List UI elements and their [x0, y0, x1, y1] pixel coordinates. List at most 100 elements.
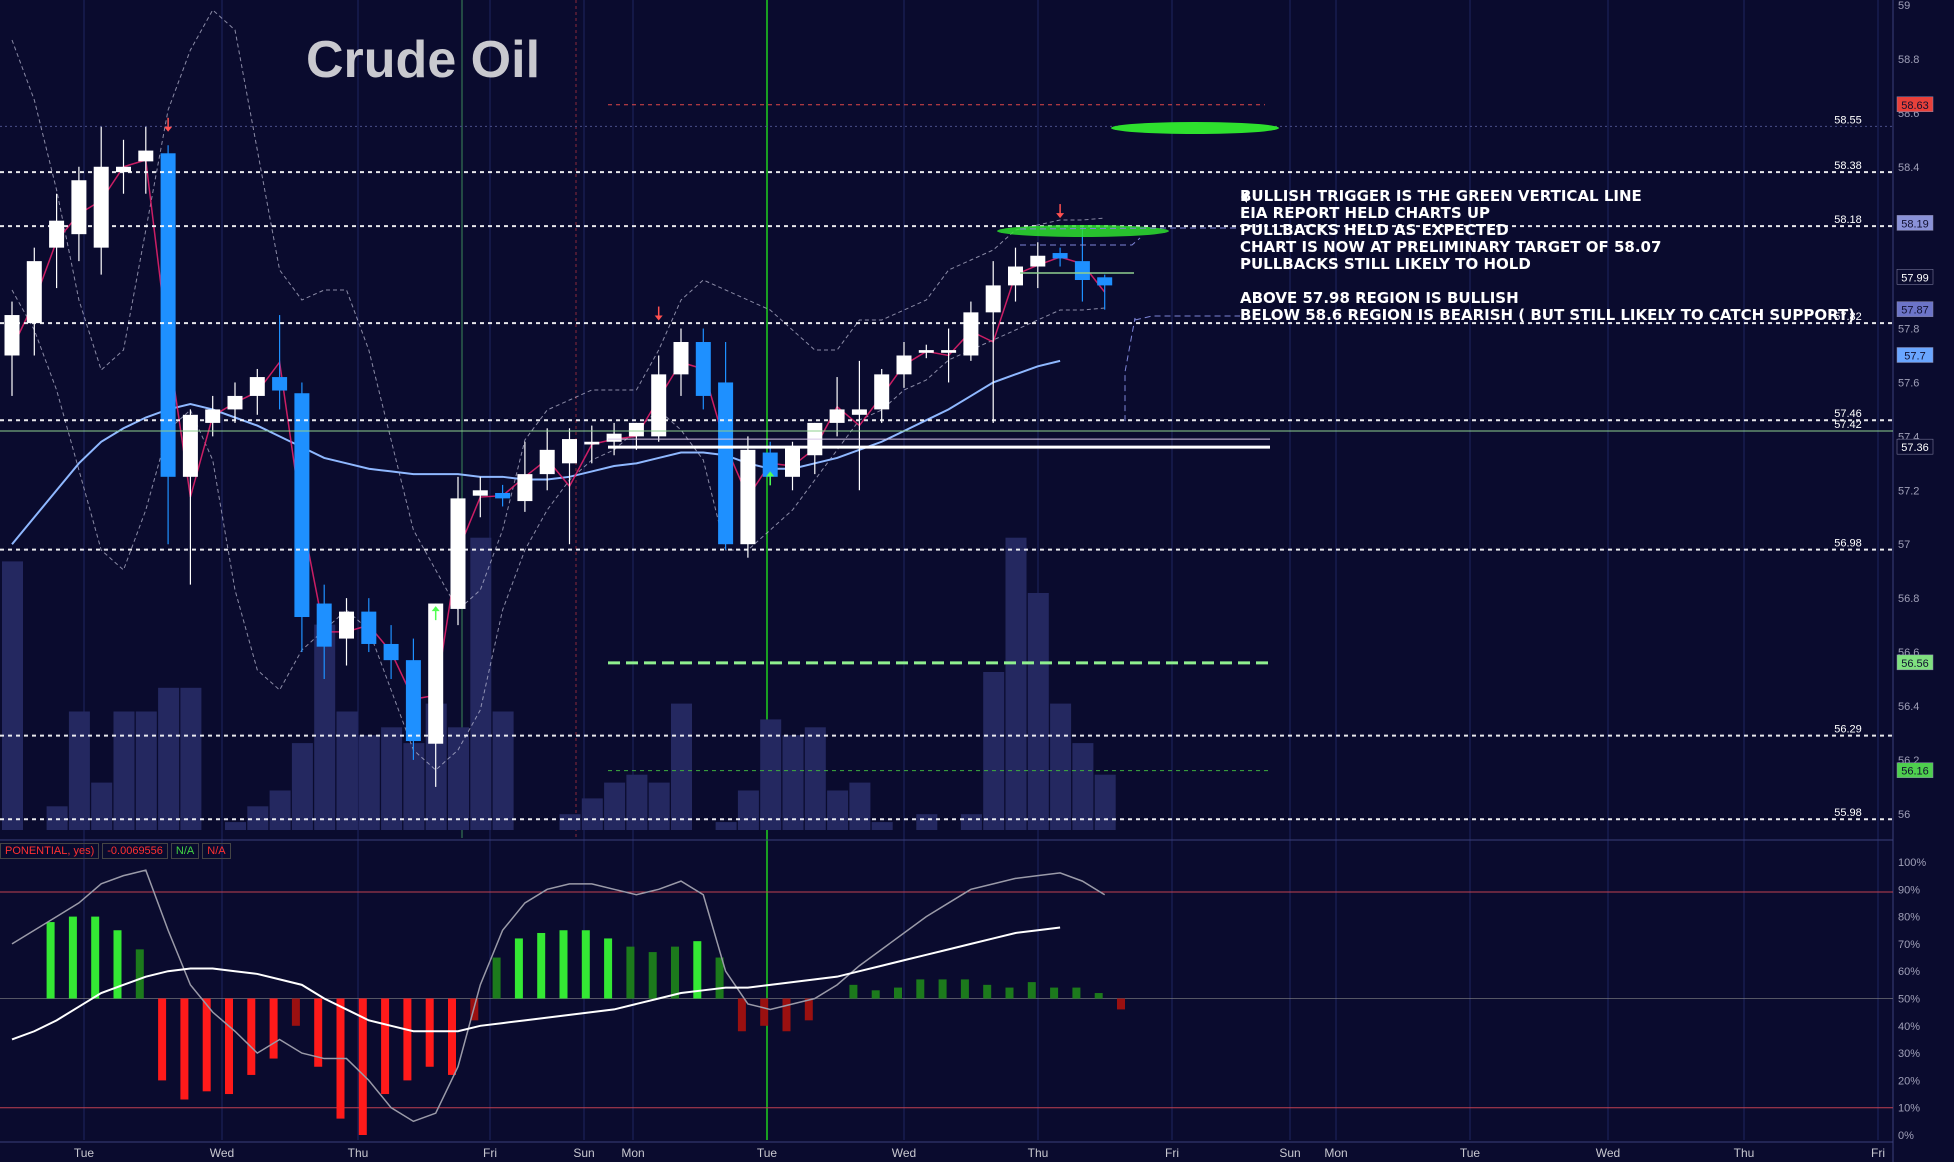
volume-bar: [827, 790, 849, 830]
histogram-bar: [871, 990, 880, 999]
candle-body: [160, 153, 176, 477]
indicator-y-tick: 80%: [1898, 912, 1920, 924]
histogram-bar: [916, 979, 925, 999]
candle-body: [26, 261, 42, 324]
sell-arrow-icon: [1056, 213, 1065, 219]
candle-body: [316, 603, 332, 647]
pink-line: [11, 159, 1106, 701]
histogram-bar: [225, 998, 233, 1095]
x-tick-label: Thu: [348, 1146, 369, 1160]
histogram-bar: [1050, 987, 1059, 999]
volume-bar: [581, 798, 603, 830]
candle: [985, 261, 1001, 423]
volume-bar: [448, 727, 469, 830]
candle-body: [495, 492, 511, 499]
volume-bar: [1027, 593, 1049, 830]
candle-body: [874, 374, 890, 410]
x-tick-label: Tue: [1460, 1146, 1481, 1160]
level-label: 55.98: [1834, 807, 1862, 819]
y-tick-label: 56.8: [1898, 593, 1919, 605]
candle: [294, 382, 310, 653]
histogram-bar: [648, 952, 657, 999]
moving-average-line: [11, 359, 1061, 545]
y-tick-label: 58.8: [1898, 54, 1919, 66]
candle: [4, 301, 20, 396]
candle-body: [628, 422, 644, 437]
price-label-box: [1896, 269, 1934, 285]
candle: [941, 328, 957, 383]
candle: [116, 139, 131, 194]
volume-bar: [1072, 743, 1094, 830]
volume-bar: [737, 790, 759, 830]
x-tick-label: Mon: [1324, 1146, 1347, 1160]
volume-bar: [626, 774, 648, 830]
candle: [71, 166, 87, 262]
candle: [539, 428, 555, 491]
volume-bar: [1005, 537, 1027, 830]
volume-bar: [68, 711, 90, 830]
candle: [450, 476, 466, 626]
candle: [896, 342, 912, 388]
indicator-legend-value: -0.0069556: [102, 843, 168, 859]
candle: [49, 193, 65, 289]
y-tick-label: 57.8: [1898, 324, 1919, 336]
x-tick-label: Tue: [74, 1146, 95, 1160]
note-line: CHART IS NOW AT PRELIMINARY TARGET OF 58…: [1240, 238, 1662, 256]
note-line: BULLISH TRIGGER IS THE GREEN VERTICAL LI…: [1240, 187, 1642, 205]
histogram-bar: [1094, 993, 1103, 999]
x-tick-label: Mon: [621, 1146, 644, 1160]
candle: [227, 382, 243, 423]
indicator-y-tick: 40%: [1898, 1021, 1920, 1033]
candle: [517, 441, 533, 512]
histogram-bar: [1072, 987, 1081, 999]
indicator-y-tick: 60%: [1898, 966, 1920, 978]
volume-bar: [2, 561, 23, 830]
volume-bar: [381, 727, 403, 830]
histogram-bar: [358, 998, 367, 1135]
volume-bar: [760, 719, 782, 830]
candle-body: [941, 350, 957, 353]
candle-body: [718, 382, 734, 545]
target-ellipse: [1111, 122, 1279, 134]
histogram-bar: [514, 938, 523, 999]
candle-body: [562, 439, 577, 464]
candle-body: [584, 441, 600, 445]
indicator-y-tick: 10%: [1898, 1103, 1920, 1115]
candle-body: [651, 374, 667, 437]
x-tick-label: Wed: [210, 1146, 234, 1160]
candle-body: [294, 393, 310, 618]
candle-body: [249, 377, 265, 396]
histogram-bar: [938, 979, 947, 999]
histogram-bar: [68, 916, 77, 999]
note-line: PULLBACKS HELD AS EXPECTED: [1240, 221, 1509, 239]
candle: [361, 598, 377, 653]
candle-body: [405, 660, 421, 742]
x-tick-label: Sun: [573, 1146, 594, 1160]
candle: [785, 441, 800, 491]
candle: [963, 301, 979, 361]
candle: [138, 126, 154, 194]
note-line: EIA REPORT HELD CHARTS UP: [1240, 204, 1491, 222]
indicator-y-tick: 50%: [1898, 994, 1920, 1006]
candle-body: [851, 409, 867, 415]
candle: [405, 638, 421, 760]
price-label-text: 57.99: [1901, 272, 1929, 284]
candle-body: [740, 449, 756, 545]
candle-body: [606, 433, 622, 442]
histogram-bar: [1027, 982, 1036, 999]
histogram-bar: [960, 979, 969, 999]
histogram-bar: [693, 941, 702, 999]
candle-body: [785, 447, 800, 477]
volume-bar: [180, 687, 202, 830]
histogram-bar: [291, 998, 300, 1026]
histogram-bar: [247, 998, 256, 1075]
price-label-text: 57.36: [1901, 442, 1929, 454]
level-label: 56.98: [1834, 538, 1862, 550]
note-line: BELOW 58.6 REGION IS BEARISH ( BUT STILL…: [1240, 306, 1856, 324]
candle-body: [896, 355, 912, 375]
oscillator-line: [11, 869, 1106, 1123]
candle: [1008, 247, 1023, 302]
price-label-box: [1896, 301, 1934, 317]
candle: [93, 126, 109, 275]
histogram-bar: [180, 998, 189, 1100]
